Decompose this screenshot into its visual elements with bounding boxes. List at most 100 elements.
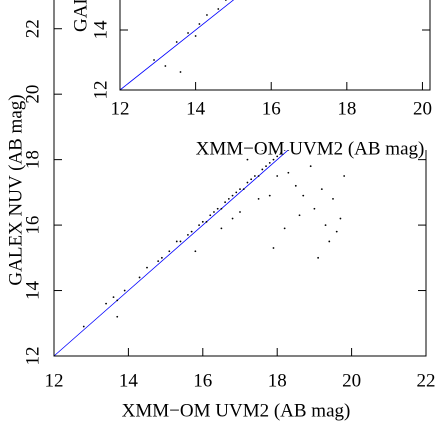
point bbox=[246, 158, 249, 161]
point bbox=[246, 181, 249, 184]
point bbox=[280, 152, 282, 154]
point bbox=[146, 266, 148, 269]
point bbox=[194, 250, 197, 253]
point bbox=[112, 296, 115, 298]
x-tick-label: 14 bbox=[186, 98, 206, 119]
point bbox=[160, 256, 163, 259]
point bbox=[272, 158, 275, 161]
inset-background bbox=[70, 0, 440, 150]
point bbox=[213, 211, 215, 213]
point bbox=[298, 214, 301, 217]
point bbox=[268, 162, 271, 164]
x-tick-label: 16 bbox=[262, 98, 281, 119]
point bbox=[164, 65, 167, 67]
point bbox=[216, 207, 219, 210]
point bbox=[175, 240, 178, 243]
point bbox=[205, 220, 208, 223]
point bbox=[198, 23, 201, 25]
point bbox=[217, 8, 220, 10]
point bbox=[253, 175, 256, 177]
point bbox=[198, 224, 200, 226]
point bbox=[209, 214, 212, 217]
x-tick-label: 20 bbox=[342, 370, 361, 391]
point bbox=[283, 227, 286, 230]
point bbox=[157, 260, 160, 262]
point bbox=[309, 165, 312, 168]
y-tick-label: 20 bbox=[22, 85, 43, 104]
plot-frame bbox=[119, 0, 431, 91]
point bbox=[175, 41, 178, 43]
point bbox=[343, 175, 346, 177]
point bbox=[190, 230, 193, 233]
point bbox=[276, 175, 279, 177]
point bbox=[320, 188, 323, 190]
y-tick-label: 18 bbox=[22, 150, 43, 169]
point bbox=[317, 256, 320, 259]
point bbox=[82, 325, 85, 328]
y-tick-label: 14 bbox=[90, 20, 111, 40]
x-tick-label: 16 bbox=[193, 370, 212, 391]
point bbox=[201, 220, 204, 223]
point bbox=[328, 240, 331, 243]
point bbox=[179, 71, 182, 73]
point bbox=[187, 32, 189, 34]
point bbox=[220, 207, 223, 210]
y-tick-label: 14 bbox=[22, 281, 43, 301]
point bbox=[231, 217, 234, 220]
point bbox=[123, 289, 126, 292]
x-tick-label: 18 bbox=[268, 370, 287, 391]
point bbox=[224, 0, 227, 1]
x-tick-label: 20 bbox=[413, 98, 432, 119]
point bbox=[239, 188, 241, 190]
x-tick-label: 22 bbox=[417, 370, 436, 391]
point bbox=[153, 59, 155, 61]
point bbox=[313, 207, 316, 210]
point bbox=[250, 178, 253, 181]
point bbox=[227, 198, 230, 200]
point bbox=[194, 35, 197, 37]
point bbox=[287, 171, 290, 174]
x-tick-label: 12 bbox=[111, 98, 130, 119]
y-tick-label: 12 bbox=[90, 81, 111, 100]
point bbox=[268, 194, 271, 197]
y-axis-label: GALEX NUV (AB mag) bbox=[70, 0, 91, 32]
point bbox=[242, 188, 245, 190]
plot-frame bbox=[53, 0, 427, 357]
x-tick-label: 14 bbox=[119, 370, 139, 391]
point bbox=[116, 315, 119, 318]
point bbox=[224, 201, 227, 204]
y-tick-label: 22 bbox=[22, 19, 43, 38]
point bbox=[276, 155, 279, 158]
point bbox=[235, 191, 238, 194]
y-axis-label: GALEX NUV (AB mag) bbox=[5, 94, 26, 285]
point bbox=[257, 175, 260, 177]
point bbox=[116, 299, 119, 302]
point bbox=[239, 211, 241, 213]
point bbox=[168, 250, 171, 253]
x-axis-label: XMM−OM UVM2 (AB mag) bbox=[122, 400, 351, 421]
point bbox=[335, 230, 338, 233]
point bbox=[324, 224, 327, 226]
point bbox=[187, 234, 189, 236]
y-tick-label: 16 bbox=[22, 216, 43, 235]
point bbox=[179, 240, 182, 243]
point bbox=[339, 217, 342, 220]
point bbox=[105, 302, 107, 305]
point bbox=[138, 276, 141, 279]
x-tick-label: 18 bbox=[337, 98, 356, 119]
x-axis-label: XMM−OM UVM2 (AB mag) bbox=[196, 138, 425, 159]
y-tick-label: 12 bbox=[22, 347, 43, 366]
x-tick-label: 12 bbox=[45, 370, 64, 391]
point bbox=[206, 14, 208, 16]
one-to-one-line bbox=[119, 0, 235, 91]
plot: 12 14 16 18 20 12 14 XMM−OM UVM2 (AB mag) GALEX … bbox=[70, 0, 440, 159]
point bbox=[302, 194, 305, 197]
point bbox=[265, 165, 267, 168]
point bbox=[220, 227, 223, 230]
point bbox=[332, 198, 334, 200]
point bbox=[272, 247, 275, 249]
plot: 12 14 16 18 20 22 12 14 16 18 20 22 XMM−OM UVM2 (AB … bbox=[5, 0, 436, 421]
point bbox=[231, 194, 234, 197]
